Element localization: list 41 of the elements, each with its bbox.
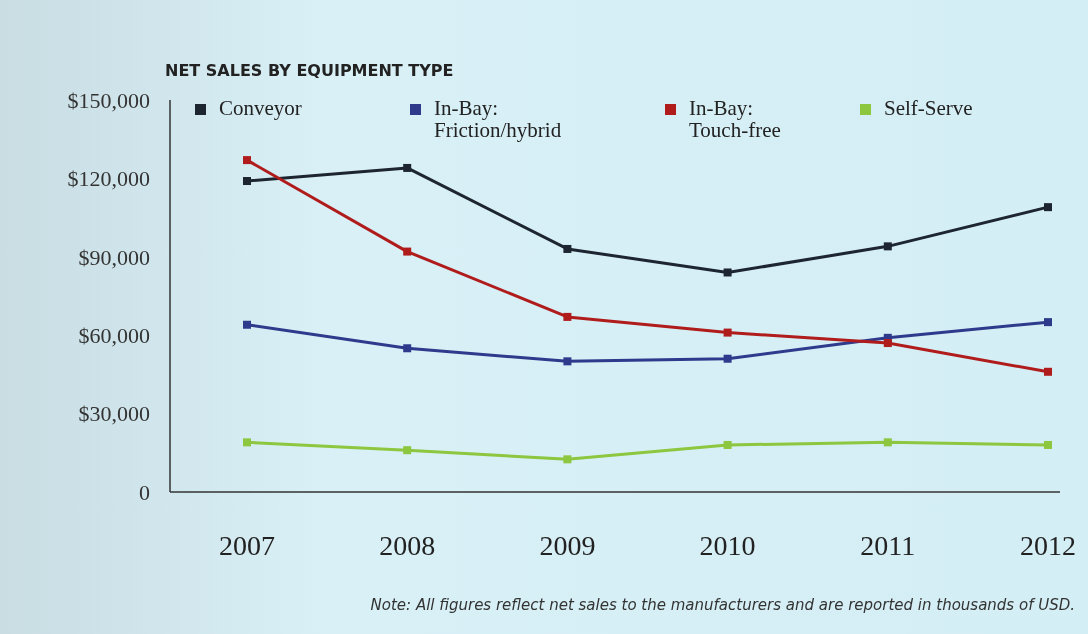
legend-label: In-Bay: Friction/hybrid [434,96,562,142]
point [403,247,412,256]
point [563,312,572,321]
point [243,156,251,165]
point [883,242,892,251]
x-tick-label: 2010 [699,530,756,561]
point [1044,367,1052,376]
x-tick-label: 2011 [860,530,916,561]
point [403,446,412,455]
point [243,320,251,329]
point [1044,440,1052,449]
point [243,438,251,447]
point [403,163,412,172]
x-tick-label: 2007 [219,530,275,561]
point [1044,318,1052,327]
legend-label: Self-Serve [884,96,973,120]
point [723,354,732,363]
y-tick-label: $150,000 [67,87,150,113]
x-tick-label: 2009 [539,530,596,561]
legend-label: Conveyor [219,96,302,120]
y-tick-label: 0 [139,479,150,505]
legend-label: In-Bay: Touch-free [689,96,781,142]
point [563,455,572,464]
y-tick-label: $90,000 [78,244,150,270]
x-tick-label: 2012 [1020,530,1076,561]
point [723,268,732,277]
point [723,440,732,449]
y-tick-label: $30,000 [78,401,150,427]
point [563,244,572,253]
point [563,357,572,366]
point [403,344,412,353]
text: Note: All figures reflect net sales to the manufacturers and are reported in thousands of USD. [370,596,1075,614]
x-tick-label: 2008 [379,530,436,561]
point [883,339,892,348]
point [243,177,251,186]
point [1044,203,1052,212]
point [723,328,732,337]
y-tick-label: $60,000 [78,322,150,348]
y-tick-label: $120,000 [67,166,150,192]
chart-title: NET SALES BY EQUIPMENT TYPE [165,61,454,80]
point [883,438,892,447]
